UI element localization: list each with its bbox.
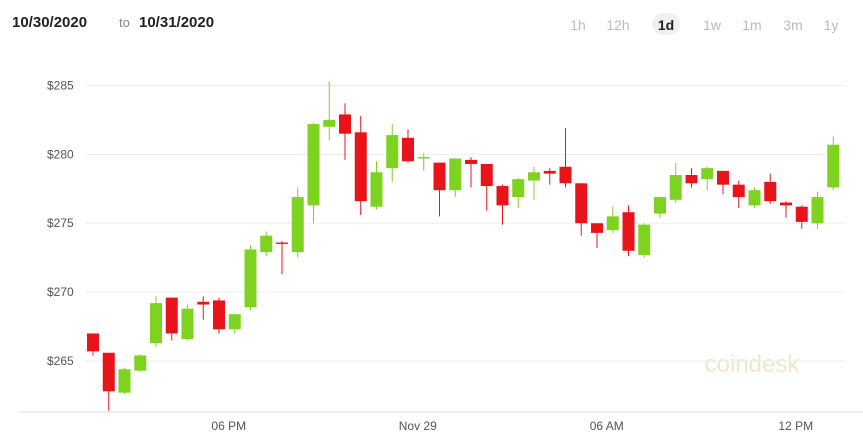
candle-body	[87, 333, 99, 352]
candle-body	[827, 144, 840, 188]
candle-body	[543, 170, 556, 174]
candle-body	[417, 157, 430, 159]
y-tick-label: $275	[47, 216, 74, 230]
candle-body	[260, 235, 273, 253]
candle-body	[354, 132, 367, 202]
candle-body	[685, 175, 698, 184]
candle-body	[465, 159, 477, 164]
candle-body	[496, 186, 509, 206]
candle-body	[701, 168, 714, 180]
candle-body	[228, 314, 241, 330]
candle-body	[764, 181, 777, 202]
candle-body	[213, 300, 225, 330]
candle-body	[323, 119, 336, 127]
candle-body	[386, 135, 399, 169]
candle-body	[244, 249, 257, 308]
candle-body	[449, 158, 462, 191]
date-to-word: to	[119, 15, 130, 30]
candle-body	[732, 184, 745, 198]
candle-body	[717, 170, 729, 185]
candle-body	[575, 183, 588, 224]
candle-body	[291, 197, 304, 253]
x-tick-label: 06 AM	[590, 419, 624, 433]
candle-body	[811, 197, 824, 224]
x-tick-label: Nov 29	[399, 419, 437, 433]
candle-body	[181, 308, 194, 339]
candle-body	[654, 197, 666, 214]
candle-body	[102, 352, 115, 392]
candle-body	[118, 369, 131, 393]
date-from: 10/30/2020	[12, 14, 87, 31]
candle-body	[197, 301, 210, 305]
x-tick-label: 06 PM	[211, 419, 246, 433]
candle-body	[433, 162, 446, 191]
range-button[interactable]: 1y	[824, 17, 839, 33]
candle-body	[528, 172, 540, 181]
range-button[interactable]: 12h	[606, 17, 629, 33]
date-to: 10/31/2020	[139, 14, 214, 31]
range-button[interactable]: 1h	[570, 17, 586, 33]
candle-body	[134, 355, 147, 371]
candle-body	[559, 166, 572, 184]
range-selected-bg	[652, 13, 680, 35]
watermark: coindesk	[705, 351, 801, 378]
candle-body	[402, 137, 414, 162]
y-tick-label: $285	[47, 78, 74, 92]
x-tick-label: 12 PM	[778, 419, 813, 433]
candle-body	[512, 179, 525, 198]
y-tick-label: $270	[47, 285, 74, 299]
range-button[interactable]: 3m	[783, 17, 802, 33]
range-button[interactable]: 1m	[742, 17, 761, 33]
range-button[interactable]: 1w	[703, 17, 722, 33]
range-button[interactable]: 1d	[658, 17, 674, 33]
candle-body	[150, 303, 162, 344]
y-tick-label: $265	[47, 354, 74, 368]
candle-body	[638, 224, 651, 255]
candle-body	[165, 297, 178, 334]
y-tick-label: $280	[47, 147, 74, 161]
candle-body	[795, 206, 808, 222]
candle-body	[307, 124, 320, 206]
candle-body	[591, 223, 603, 233]
candle-body	[669, 175, 682, 200]
candle-body	[748, 190, 761, 206]
candle-body	[780, 202, 792, 206]
candle-body	[339, 114, 351, 134]
candle-body	[606, 216, 619, 231]
candle-body	[276, 242, 288, 244]
candle-body	[480, 164, 493, 187]
candle-body	[622, 212, 635, 251]
candle-body	[370, 172, 383, 207]
